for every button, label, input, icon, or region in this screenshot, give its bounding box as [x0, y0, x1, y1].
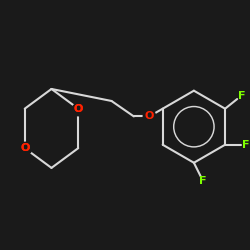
Text: O: O	[74, 104, 83, 114]
Text: F: F	[242, 140, 250, 150]
Text: O: O	[20, 143, 30, 153]
Text: O: O	[74, 104, 83, 114]
Text: F: F	[238, 90, 245, 101]
Text: O: O	[144, 112, 154, 122]
Text: F: F	[200, 176, 207, 186]
Text: O: O	[20, 143, 30, 153]
